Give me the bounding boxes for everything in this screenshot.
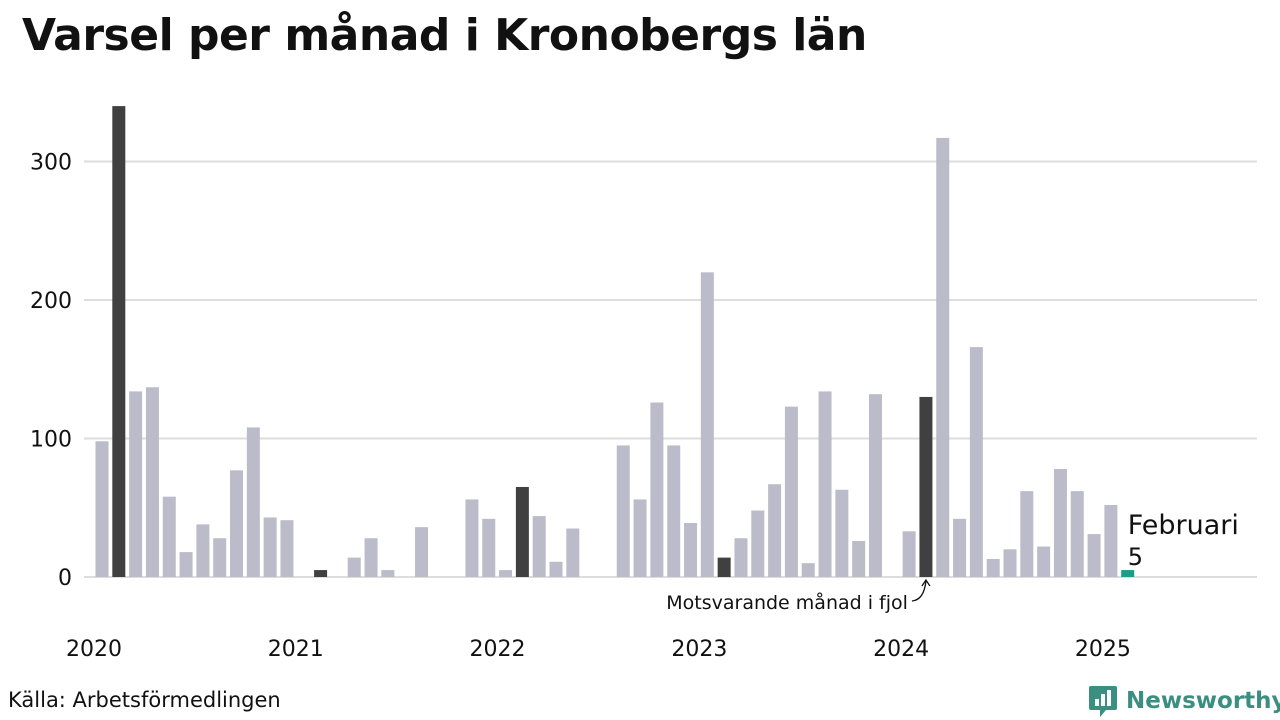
bar-2023-08 (818, 391, 832, 577)
y-axis-ticks: 0 100 200 300 (30, 151, 72, 592)
bar-2020-07 (196, 524, 210, 577)
bar-2022-12 (684, 522, 698, 577)
newsworthy-logo-icon (1089, 686, 1117, 717)
bar-chart: 0 100 200 300 2020 2021 2022 2023 2024 2025 Mots… (30, 106, 1257, 662)
bar-2023-05 (768, 484, 782, 577)
bar-2023-06 (784, 406, 798, 577)
x-tick-label: 2025 (1075, 637, 1131, 662)
x-tick-label: 2021 (268, 637, 324, 662)
bar-2020-10 (246, 427, 260, 577)
annotation-current-value: 5 (1128, 543, 1143, 571)
bar-2023-03 (734, 538, 748, 577)
bar-2023-10 (852, 540, 866, 577)
bar-2022-04 (549, 561, 563, 577)
annotation-current-month: Februari (1128, 510, 1239, 541)
bar-2024-03 (936, 137, 950, 577)
bar-2022-02 (515, 486, 529, 577)
annotations: Motsvarande månad i fjol Februari 5 (666, 510, 1239, 614)
bar-2020-12 (280, 520, 294, 577)
bar-2024-06 (986, 558, 1000, 577)
bar-2020-05 (162, 496, 176, 577)
annotation-arrow (911, 578, 931, 602)
bar-2020-08 (213, 538, 227, 577)
bar-2020-02 (112, 106, 126, 577)
annotation-previous-year: Motsvarande månad i fjol (666, 591, 908, 614)
bar-2020-01 (95, 441, 109, 577)
y-tick-label: 0 (58, 566, 72, 591)
bar-2020-06 (179, 552, 193, 577)
chart-title: Varsel per månad i Kronobergs län (22, 10, 867, 61)
bar-2023-09 (835, 489, 849, 577)
x-tick-label: 2020 (66, 637, 122, 662)
bar-2022-01 (499, 570, 513, 577)
y-tick-label: 100 (30, 428, 72, 453)
bar-2021-04 (347, 557, 361, 577)
bar-2024-01 (902, 531, 916, 577)
x-axis-ticks: 2020 2021 2022 2023 2024 2025 (66, 637, 1131, 662)
source-note: Källa: Arbetsförmedlingen (8, 688, 281, 712)
bar-2022-05 (566, 528, 580, 577)
bar-2024-12 (1087, 534, 1101, 577)
bar-2025-02 (1121, 570, 1135, 577)
bar-2024-11 (1070, 491, 1084, 577)
bar-2020-11 (263, 517, 277, 577)
x-tick-label: 2023 (671, 637, 727, 662)
bar-2022-09 (633, 499, 647, 577)
bar-2025-01 (1104, 504, 1118, 577)
bar-2022-10 (650, 402, 664, 577)
bar-2020-04 (145, 387, 159, 577)
bar-2020-03 (129, 391, 143, 577)
brand-logo: Newsworthy (1088, 684, 1280, 718)
bar-2023-02 (717, 557, 731, 577)
bar-2024-04 (953, 518, 967, 577)
bar-2024-05 (969, 347, 983, 577)
x-tick-label: 2024 (873, 637, 929, 662)
bar-2023-11 (868, 394, 882, 577)
y-tick-label: 200 (30, 289, 72, 314)
bar-2020-09 (230, 470, 244, 577)
bar-2024-09 (1037, 546, 1051, 577)
bars (95, 106, 1135, 577)
bar-2024-02 (919, 396, 933, 577)
bar-2023-01 (700, 272, 714, 577)
bar-2023-07 (801, 563, 815, 577)
y-tick-label: 300 (30, 151, 72, 176)
bar-2021-06 (381, 570, 395, 577)
bar-2021-05 (364, 538, 378, 577)
x-tick-label: 2022 (470, 637, 526, 662)
bar-2021-12 (482, 518, 496, 577)
bar-2021-08 (414, 527, 428, 577)
bar-2024-07 (1003, 549, 1017, 577)
bar-2021-11 (465, 499, 479, 577)
bar-2021-02 (314, 570, 328, 577)
bar-2024-08 (1020, 491, 1034, 577)
bar-2022-11 (667, 445, 681, 577)
bar-2022-08 (616, 445, 630, 577)
bar-2022-03 (532, 516, 546, 577)
bar-2024-10 (1053, 468, 1067, 577)
bar-2023-04 (751, 510, 765, 577)
brand-name: Newsworthy (1126, 688, 1280, 714)
